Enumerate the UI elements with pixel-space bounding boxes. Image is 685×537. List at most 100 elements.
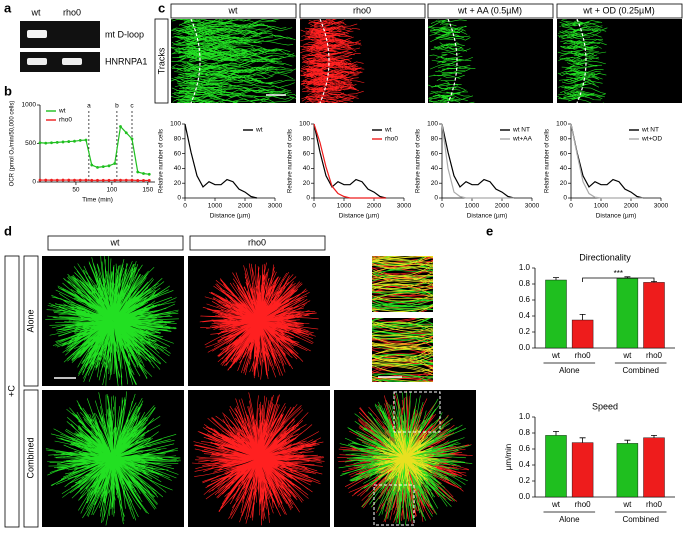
y-tick-label: 60 <box>174 150 182 157</box>
y-tick-label: 0 <box>434 195 438 202</box>
micrograph <box>300 16 425 105</box>
y-tick-label: 0 <box>177 195 181 202</box>
lane-label: rho0 <box>63 7 81 17</box>
y-tick-label: 0.4 <box>519 311 531 320</box>
panel-label: b <box>4 83 12 98</box>
micrograph <box>334 390 476 527</box>
point <box>108 179 111 182</box>
point <box>85 139 88 142</box>
group-label: Alone <box>559 366 580 375</box>
point <box>39 179 42 182</box>
y-tick-label: 100 <box>556 121 567 128</box>
y-tick-label: 0.8 <box>519 279 531 288</box>
marker-label: a <box>87 103 91 110</box>
point <box>119 125 122 128</box>
point <box>50 179 53 182</box>
point <box>142 172 145 175</box>
y-tick-label: 0.6 <box>519 444 531 453</box>
legend-label: wt+AA <box>512 136 533 143</box>
point <box>108 164 111 167</box>
x-tick-label: 1000 <box>208 203 223 210</box>
row-label: Alone <box>25 309 35 332</box>
gel-band <box>27 30 47 38</box>
bar <box>617 278 638 348</box>
series-line <box>40 127 149 175</box>
y-tick-label: 100 <box>170 121 181 128</box>
micrograph <box>42 255 184 387</box>
point <box>102 165 105 168</box>
group-label: Combined <box>622 515 658 524</box>
y-tick-label: 1.0 <box>519 412 531 421</box>
bar <box>572 320 593 348</box>
y-tick-label: 0 <box>306 195 310 202</box>
point <box>113 162 116 165</box>
panel-label: d <box>4 223 12 238</box>
x-axis-label: Distance (µm) <box>467 213 508 220</box>
row-label: Tracks <box>156 47 166 74</box>
micrograph <box>171 12 298 113</box>
marker-label: c <box>130 103 134 110</box>
y-axis-label: OCR (pmol O₂/min/50,000 cells) <box>10 101 16 187</box>
point <box>56 179 59 182</box>
group-label: Alone <box>559 515 580 524</box>
y-tick-label: 0.4 <box>519 460 531 469</box>
error-bar <box>651 435 657 437</box>
y-axis-label: Relative number of cells <box>545 129 551 193</box>
y-tick-label: 20 <box>560 180 568 187</box>
panel-label: e <box>486 223 493 238</box>
category-label: wt <box>622 500 632 509</box>
bar <box>617 443 638 497</box>
y-tick-label: 500 <box>25 140 36 147</box>
column-header: wt <box>228 5 238 15</box>
x-axis-label: Time (min) <box>82 197 113 204</box>
chart-title: Speed <box>592 401 618 411</box>
x-tick-label: 100 <box>106 187 117 194</box>
group-label: Combined <box>622 366 658 375</box>
x-tick-label: 3000 <box>268 203 283 210</box>
x-tick-label: 0 <box>440 203 444 210</box>
point <box>50 141 53 144</box>
point <box>62 179 65 182</box>
y-tick-label: 0.2 <box>519 476 531 485</box>
chart-title: Directionality <box>579 252 631 262</box>
y-tick-label: 0 <box>563 195 567 202</box>
point <box>79 139 82 142</box>
y-tick-label: 80 <box>303 136 311 143</box>
point <box>148 179 151 182</box>
point <box>102 179 105 182</box>
y-tick-label: 40 <box>174 165 182 172</box>
y-axis-label: Relative number of cells <box>288 129 294 193</box>
legend-label: wt NT <box>641 127 659 134</box>
x-tick-label: 1000 <box>594 203 609 210</box>
panel-label: c <box>158 0 165 15</box>
point <box>131 179 134 182</box>
series-line <box>314 124 386 198</box>
point <box>90 164 93 167</box>
legend-label: wt+OD <box>641 136 662 143</box>
legend-label: rho0 <box>59 117 72 124</box>
x-axis-label: Distance (µm) <box>339 213 380 220</box>
legend-label: wt <box>384 127 392 134</box>
micrograph <box>42 390 184 527</box>
legend-label: wt NT <box>512 127 530 134</box>
y-tick-label: 40 <box>303 165 311 172</box>
point <box>125 131 128 134</box>
error-bar <box>553 431 559 435</box>
point <box>119 179 122 182</box>
point <box>131 137 134 140</box>
micrograph <box>372 310 433 390</box>
gel-band <box>62 58 82 65</box>
point <box>39 141 42 144</box>
gel-row-label: HNRNPA1 <box>105 56 147 66</box>
x-tick-label: 0 <box>569 203 573 210</box>
micrograph <box>428 18 553 104</box>
y-axis-label: Relative number of cells <box>416 129 422 193</box>
point <box>56 141 59 144</box>
point <box>96 179 99 182</box>
micrograph <box>188 256 330 386</box>
significance-label: *** <box>614 269 623 278</box>
legend-label: rho0 <box>385 136 398 143</box>
legend-label: wt <box>58 108 66 115</box>
